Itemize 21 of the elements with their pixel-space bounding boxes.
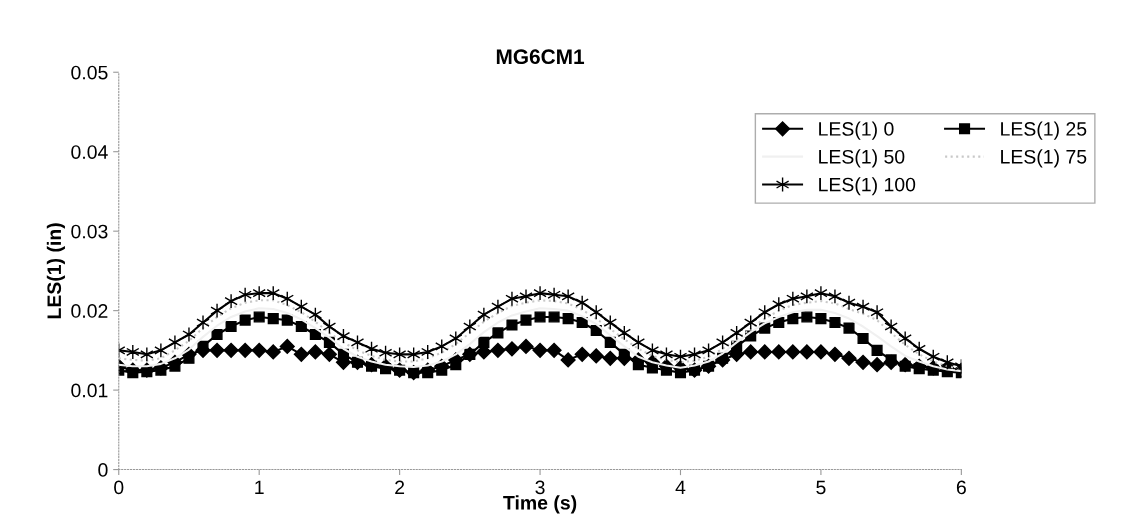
- legend-label: LES(1) 100: [819, 177, 916, 196]
- legend-label: LES(1) 50: [819, 149, 905, 168]
- x-tick-label: 1: [255, 480, 264, 495]
- x-tick-label: 0: [114, 480, 124, 495]
- x-tick-label: 5: [816, 480, 826, 495]
- legend-label: LES(1) 0: [819, 121, 894, 140]
- y-axis-title: LES(1) (in): [46, 223, 65, 319]
- x-axis-title: Time (s): [503, 495, 577, 514]
- legend-label: LES(1) 75: [1001, 149, 1087, 168]
- x-tick-label: 4: [675, 480, 686, 495]
- y-tick-label: 0.03: [71, 224, 108, 239]
- y-tick-label: 0.02: [71, 304, 108, 318]
- y-tick-label: 0.01: [71, 383, 108, 398]
- legend-label: LES(1) 25: [1001, 121, 1087, 140]
- x-tick-label: 6: [956, 480, 966, 495]
- y-tick-label: 0.05: [71, 65, 108, 80]
- y-tick-label: 0.04: [71, 145, 108, 159]
- chart-title: MG6CM1: [496, 49, 585, 65]
- x-tick-label: 2: [395, 480, 405, 495]
- y-tick-label: 0: [98, 463, 108, 477]
- x-tick-label: 3: [535, 480, 545, 495]
